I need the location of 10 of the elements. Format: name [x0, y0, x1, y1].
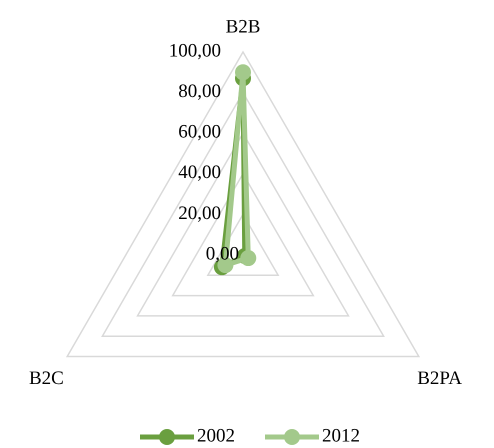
y-tick-label: 20,00	[178, 202, 221, 224]
y-tick-label: 100,00	[168, 40, 221, 62]
y-tick-label: 80,00	[178, 80, 221, 102]
y-tick-label: 60,00	[178, 122, 221, 143]
legend-label: 2012	[322, 425, 360, 446]
spoke-label: B2C	[28, 368, 64, 389]
spoke-label: B2B	[226, 16, 260, 38]
spoke-label: B2PA	[417, 368, 462, 389]
legend-label: 2002	[197, 425, 235, 446]
y-tick-label: 40,00	[178, 162, 221, 184]
